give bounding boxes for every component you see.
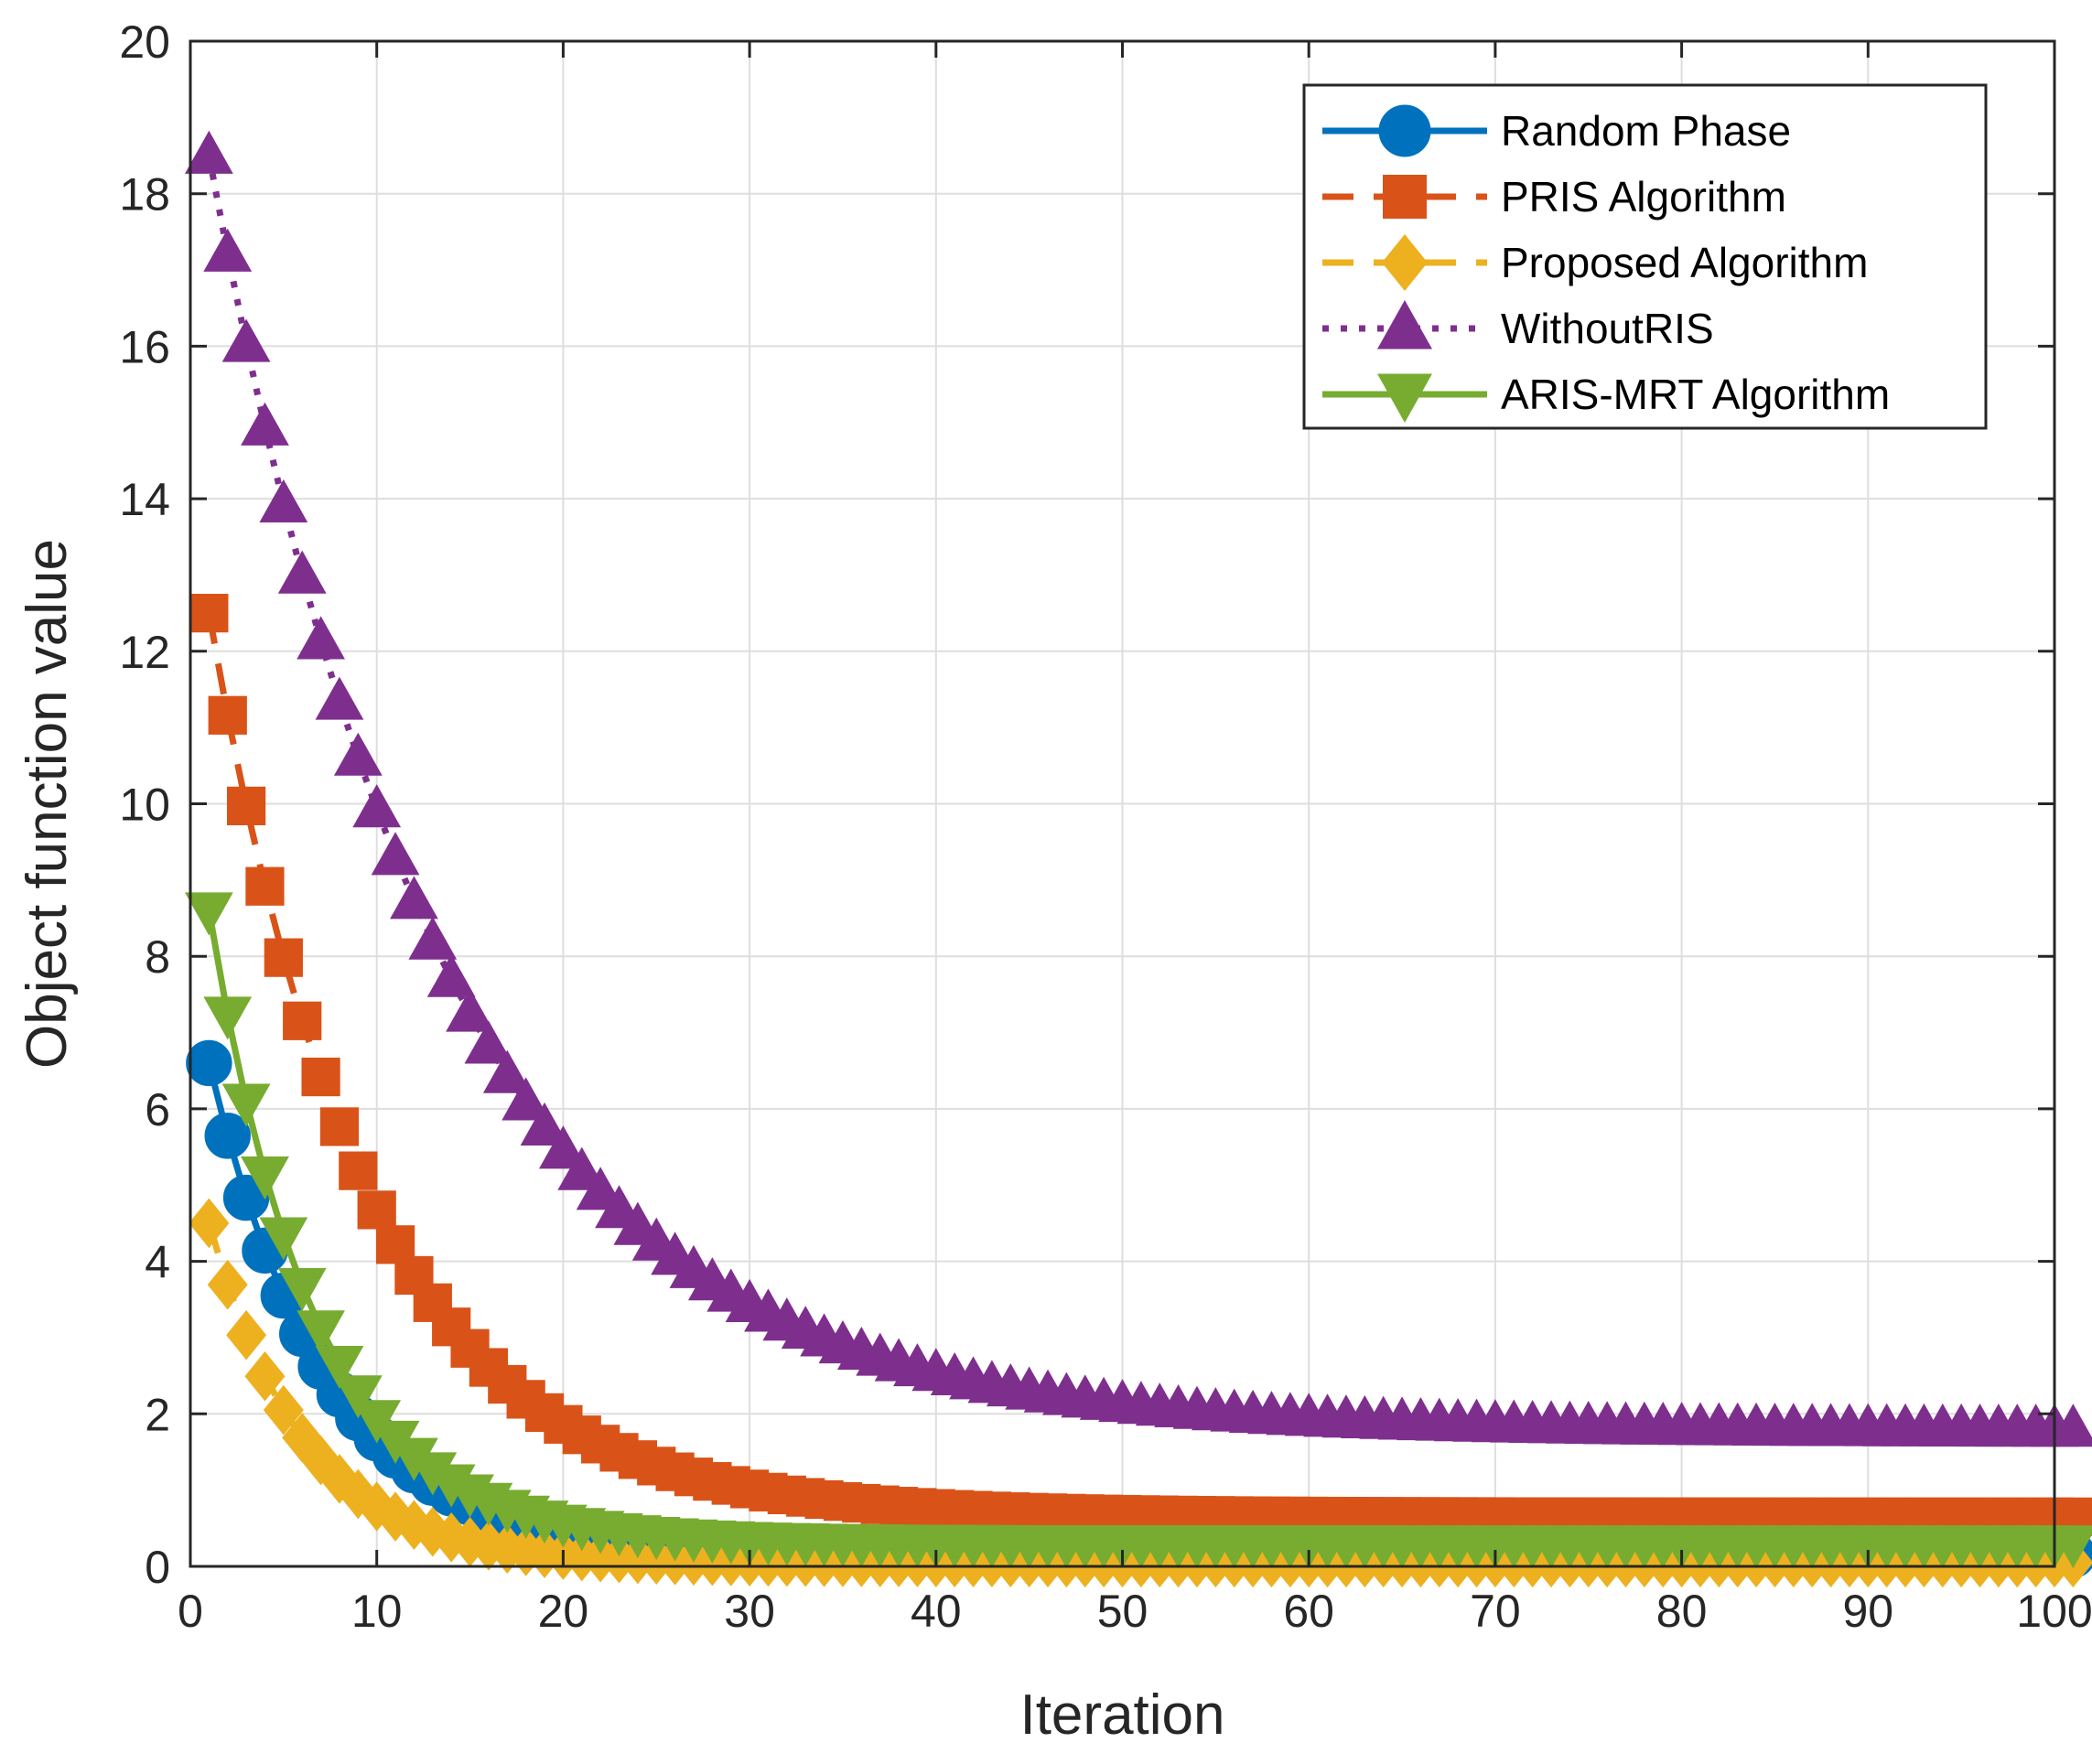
- data-point: [226, 1309, 267, 1361]
- data-point: [315, 676, 364, 720]
- data-point: [297, 616, 345, 660]
- axes: [189, 39, 2056, 1568]
- data-point: [203, 228, 253, 272]
- data-point: [259, 1217, 308, 1261]
- legend-label: ARIS-MRT Algorithm: [1501, 371, 1890, 418]
- y-tick-label: 6: [145, 1084, 170, 1135]
- data-point: [297, 1310, 345, 1354]
- y-tick-label: 0: [145, 1542, 170, 1593]
- data-point: [264, 938, 303, 977]
- legend-label: PRIS Algorithm: [1501, 173, 1786, 220]
- y-tick-label: 14: [119, 474, 170, 525]
- x-tick-label: 50: [1097, 1586, 1148, 1637]
- data-point: [301, 1057, 340, 1097]
- y-tick-label: 18: [119, 169, 170, 220]
- legend-item: Random Phase: [1322, 104, 1791, 157]
- data-point: [241, 1156, 289, 1200]
- legend-item: Proposed Algorithm: [1322, 234, 1868, 291]
- data-point: [539, 1125, 588, 1169]
- y-tick-label: 4: [145, 1237, 170, 1288]
- data-point: [241, 402, 289, 446]
- data-point: [283, 1001, 322, 1040]
- data-point: [189, 594, 229, 633]
- data-point: [319, 1107, 360, 1146]
- data-point: [333, 1375, 383, 1419]
- x-tick-label: 100: [2016, 1586, 2092, 1637]
- legend: Random Phase PRIS Algorithm Proposed Algor…: [1302, 83, 1988, 430]
- x-tick-label: 70: [1470, 1586, 1521, 1637]
- y-tick-label: 20: [119, 16, 170, 68]
- data-point: [464, 1020, 513, 1064]
- tick-labels: 0 10 20 30 40 50 60 70 80 90 100 0 2 4 6 8 10 12 14 16 18 20: [119, 16, 2092, 1637]
- data-point: [184, 130, 233, 174]
- series-3: [184, 130, 2092, 1447]
- legend-label: Random Phase: [1501, 107, 1791, 155]
- data-point: [426, 953, 476, 997]
- x-tick-label: 20: [538, 1586, 589, 1637]
- data-point: [390, 876, 438, 920]
- legend-item: WithoutRIS: [1322, 300, 1714, 352]
- data-point: [263, 1384, 304, 1436]
- legend-item: ARIS-MRT Algorithm: [1322, 371, 1890, 423]
- data-point: [221, 1083, 271, 1127]
- y-tick-label: 16: [119, 321, 170, 372]
- data-point: [222, 1174, 270, 1221]
- x-tick-label: 90: [1842, 1586, 1893, 1637]
- data-point: [277, 550, 327, 594]
- data-point: [446, 988, 494, 1032]
- data-point: [357, 1190, 396, 1230]
- data-point: [501, 1077, 551, 1121]
- data-point: [207, 1259, 248, 1310]
- x-axis-label: Iteration: [1019, 1683, 1224, 1747]
- legend-marker: [1383, 175, 1427, 219]
- x-tick-label: 60: [1283, 1586, 1334, 1637]
- x-tick-label: 0: [178, 1586, 203, 1637]
- data-point: [2048, 1525, 2092, 1569]
- data-point: [333, 732, 383, 776]
- y-tick-label: 10: [119, 780, 170, 831]
- y-tick-label: 8: [145, 931, 170, 983]
- data-point: [371, 832, 420, 876]
- y-axis-label: Object function value: [16, 539, 79, 1069]
- legend-marker: [1378, 104, 1431, 157]
- data-point: [245, 866, 285, 906]
- legend-marker: [1382, 234, 1428, 291]
- data-point: [186, 1039, 232, 1087]
- data-point: [208, 695, 247, 735]
- x-tick-label: 80: [1656, 1586, 1708, 1637]
- data-point: [315, 1345, 364, 1390]
- data-point: [2048, 1404, 2092, 1447]
- data-point: [221, 318, 271, 362]
- data-point: [352, 784, 402, 828]
- x-tick-label: 40: [911, 1586, 962, 1637]
- series-4: [184, 892, 2092, 1569]
- x-tick-label: 10: [351, 1586, 403, 1637]
- data-point: [184, 892, 233, 936]
- y-tick-label: 12: [119, 627, 170, 678]
- data-point: [339, 1151, 378, 1190]
- data-point: [189, 1198, 230, 1249]
- legend-marker: [1377, 373, 1432, 423]
- data-point: [203, 996, 253, 1040]
- data-point: [244, 1350, 286, 1402]
- legend-item: PRIS Algorithm: [1322, 173, 1786, 220]
- y-tick-label: 2: [145, 1389, 170, 1440]
- data-point: [408, 916, 458, 960]
- data-point: [259, 479, 308, 523]
- data-point: [520, 1102, 569, 1146]
- data-point: [277, 1267, 327, 1312]
- legend-label: Proposed Algorithm: [1501, 239, 1868, 286]
- x-tick-label: 30: [724, 1586, 775, 1637]
- data-point: [204, 1113, 251, 1159]
- legend-label: WithoutRIS: [1501, 305, 1714, 352]
- data-point: [482, 1049, 532, 1093]
- data-point: [226, 786, 266, 825]
- legend-marker: [1377, 300, 1432, 350]
